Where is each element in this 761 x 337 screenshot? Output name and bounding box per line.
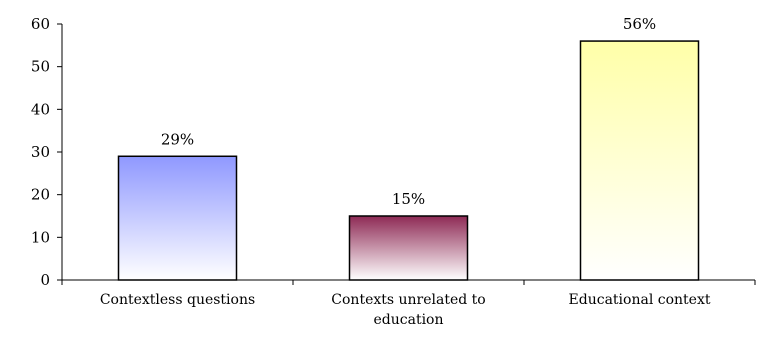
category-label-0: Contextless questions — [100, 292, 255, 308]
data-label-0: 29% — [161, 130, 194, 148]
data-label-2: 56% — [623, 15, 656, 33]
y-tick-label: 30 — [31, 143, 50, 161]
y-tick-label: 50 — [31, 58, 50, 76]
bar-0 — [117, 155, 238, 281]
category-label-1-line-1: education — [374, 312, 444, 328]
data-label-1: 15% — [392, 190, 425, 208]
y-tick-label: 60 — [31, 15, 50, 33]
y-tick-label: 40 — [31, 100, 50, 118]
category-label-2: Educational context — [569, 292, 711, 308]
labels: 29% Contextless questions 15% Contexts unre… — [100, 15, 711, 328]
bar-1 — [348, 215, 469, 281]
bar-2 — [579, 40, 700, 281]
y-tick-label: 0 — [40, 271, 50, 289]
category-label-1: Contexts unrelated to — [331, 292, 485, 308]
y-tick-label: 20 — [31, 186, 50, 204]
bars — [117, 40, 700, 281]
y-tick-label: 10 — [31, 228, 50, 246]
